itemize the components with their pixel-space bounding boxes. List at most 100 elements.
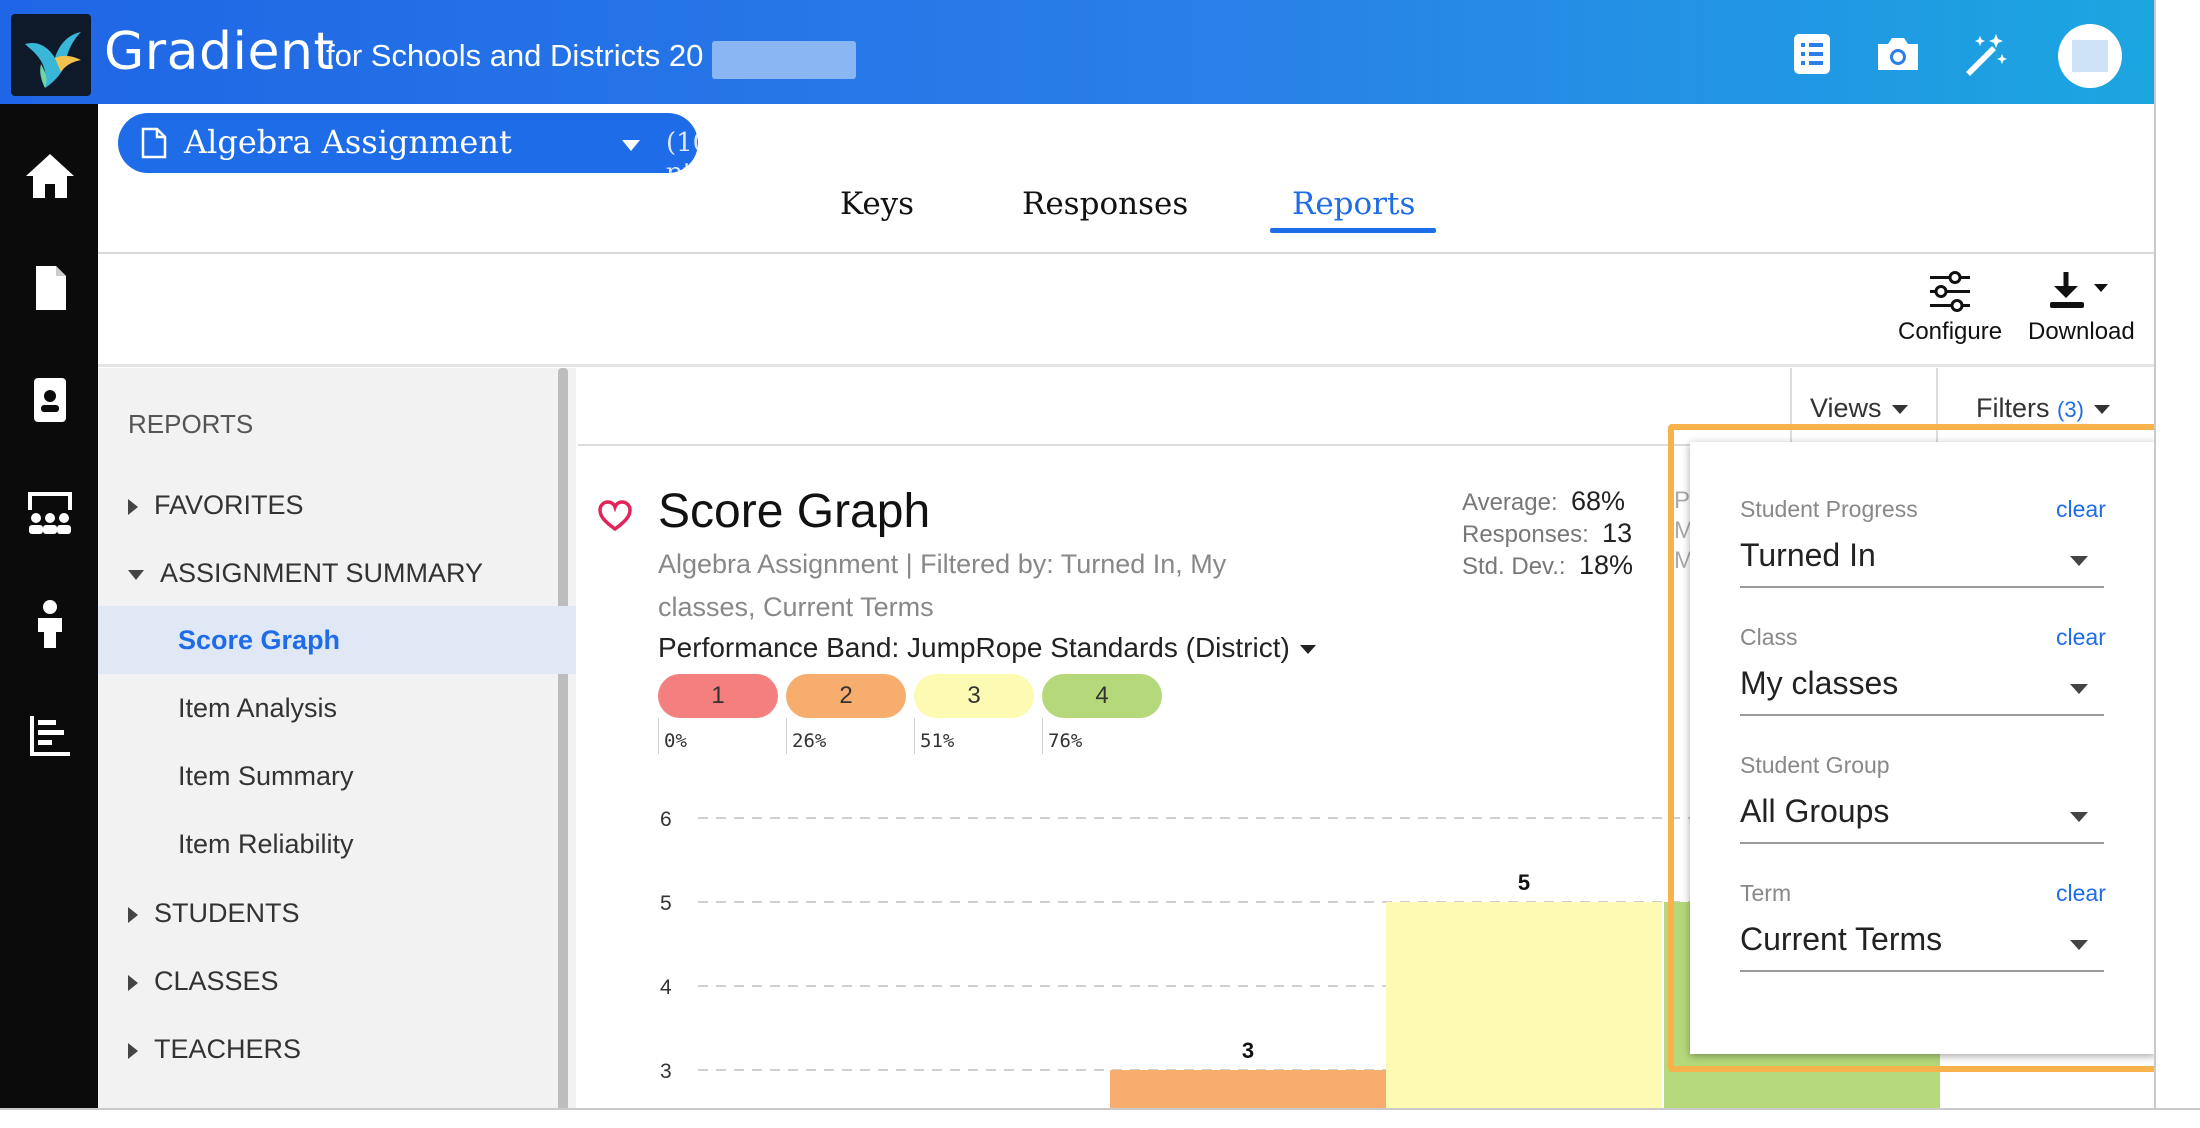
chevron-down-icon[interactable]	[2070, 556, 2088, 566]
chevron-down-icon	[1891, 405, 1908, 415]
views-dropdown[interactable]: Views	[1810, 393, 1908, 424]
tab-reports[interactable]: Reports	[1292, 186, 1416, 222]
section-label: FAVORITES	[154, 490, 304, 520]
sidebar-active-highlight	[98, 606, 576, 674]
chevron-down-icon[interactable]	[622, 140, 640, 152]
report-view-bar	[578, 368, 2158, 446]
band-4-pct: 76%	[1048, 730, 1083, 752]
filter-class-label: Class	[1740, 624, 1798, 650]
band-2: 2	[786, 674, 906, 718]
y-tick-label: 6	[660, 808, 672, 831]
classroom-icon[interactable]	[24, 486, 76, 538]
sidebar-scrollbar[interactable]	[558, 368, 568, 1128]
divider	[1790, 368, 1792, 446]
section-label: CLASSES	[154, 966, 279, 996]
sidebar-item-item-reliability[interactable]: Item Reliability	[178, 829, 354, 859]
band-1: 1	[658, 674, 778, 718]
y-tick-label: 4	[660, 976, 672, 999]
sliders-icon	[1930, 271, 1971, 312]
chevron-down-icon[interactable]	[2070, 812, 2088, 822]
stddev-label: Std. Dev.:	[1462, 553, 1566, 580]
filter-term-clear[interactable]: clear	[2056, 880, 2106, 906]
performance-band-label: Performance Band: JumpRope Standards (Di…	[658, 632, 1290, 663]
partial-stat: M	[1674, 517, 1694, 544]
hummingbird-icon	[25, 32, 81, 88]
filter-count-badge: (3)	[2057, 397, 2084, 422]
avatar[interactable]	[2058, 24, 2122, 88]
configure-label: Configure	[1898, 318, 2003, 345]
band-tick	[786, 718, 787, 754]
toolbar-divider	[98, 364, 2156, 367]
sidebar-item-item-analysis[interactable]: Item Analysis	[178, 693, 338, 723]
magic-wand-icon[interactable]	[1960, 30, 2008, 78]
reports-sidebar	[98, 368, 576, 1128]
camera-icon[interactable]	[1874, 30, 1922, 78]
sidebar-section-favorites[interactable]: FAVORITES	[128, 490, 304, 521]
download-label: Download	[2028, 318, 2135, 345]
partial-stat: M	[1674, 547, 1694, 574]
sidebar-section-students[interactable]: STUDENTS	[128, 898, 300, 929]
select-underline	[1740, 970, 2104, 972]
band-3: 3	[914, 674, 1034, 718]
gradient-logo[interactable]	[11, 14, 91, 96]
sidebar-item-score-graph[interactable]: Score Graph	[178, 625, 341, 655]
select-underline	[1740, 842, 2104, 844]
download-button[interactable]: Download	[2028, 270, 2135, 346]
bar-value-label: 5	[1518, 870, 1530, 895]
responses-label: Responses:	[1462, 521, 1589, 548]
sidebar-heading: REPORTS	[128, 409, 254, 439]
student-icon[interactable]	[24, 598, 76, 650]
score-bar[interactable]	[1386, 902, 1662, 1108]
app-brand: Gradient	[104, 22, 335, 82]
filter-student-progress-select[interactable]: Turned In	[1740, 537, 1876, 573]
filter-class-select[interactable]: My classes	[1740, 665, 1899, 701]
top-bar	[0, 0, 2200, 104]
assignment-selector[interactable]: Algebra Assignment (10 pts) ✕	[118, 113, 802, 188]
tab-responses[interactable]: Responses	[1022, 186, 1189, 222]
chevron-down-icon	[2093, 405, 2110, 415]
configure-button[interactable]: Configure	[1898, 270, 2002, 346]
score-bar[interactable]	[1110, 1070, 1386, 1108]
close-icon[interactable]: ✕	[773, 124, 802, 162]
caret-right-icon	[128, 498, 138, 515]
filters-label: Filters	[1976, 393, 2050, 423]
home-icon[interactable]	[24, 150, 76, 202]
filter-student-progress-label: Student Progress	[1740, 496, 1918, 522]
tab-active-indicator	[1270, 228, 1436, 233]
tab-keys[interactable]: Keys	[840, 186, 915, 222]
filters-panel	[1690, 442, 2156, 1054]
average-value: 68%	[1570, 486, 1626, 516]
band-1-pct: 0%	[664, 730, 687, 752]
caret-right-icon	[128, 974, 138, 991]
band-tick	[1042, 718, 1043, 754]
sidebar-section-assignment-summary[interactable]: ASSIGNMENT SUMMARY	[128, 558, 483, 589]
report-subtitle: Algebra Assignment | Filtered by: Turned…	[658, 549, 1227, 622]
document-icon[interactable]	[24, 262, 76, 314]
caret-right-icon	[128, 906, 138, 923]
sidebar-section-teachers[interactable]: TEACHERS	[128, 1034, 301, 1065]
responses-value: 13	[1602, 518, 1633, 548]
heart-icon[interactable]	[598, 500, 632, 532]
views-label: Views	[1810, 393, 1882, 423]
report-title: Score Graph	[658, 485, 931, 538]
id-card-icon[interactable]	[24, 374, 76, 426]
filter-student-progress-clear[interactable]: clear	[2056, 496, 2106, 522]
page-frame-bottom	[0, 1108, 2200, 1128]
filter-student-group-select[interactable]: All Groups	[1740, 793, 1890, 829]
chevron-down-icon[interactable]	[2070, 684, 2088, 694]
performance-band-selector[interactable]: Performance Band: JumpRope Standards (Di…	[658, 632, 1316, 664]
sidebar-item-item-summary[interactable]: Item Summary	[178, 761, 354, 791]
filter-term-select[interactable]: Current Terms	[1740, 921, 1943, 957]
bar-chart-icon[interactable]	[24, 710, 76, 762]
section-label: TEACHERS	[154, 1034, 302, 1064]
sidebar-section-classes[interactable]: CLASSES	[128, 966, 279, 997]
filters-dropdown[interactable]: Filters (3)	[1976, 393, 2110, 424]
caret-down-icon	[128, 569, 144, 580]
app-tagline: for Schools and Districts 20	[326, 38, 704, 73]
filter-class-clear[interactable]: clear	[2056, 624, 2106, 650]
list-icon[interactable]	[1788, 30, 1836, 78]
select-underline	[1740, 714, 2104, 716]
section-label: ASSIGNMENT SUMMARY	[160, 558, 484, 588]
band-4: 4	[1042, 674, 1162, 718]
chevron-down-icon[interactable]	[2070, 940, 2088, 950]
